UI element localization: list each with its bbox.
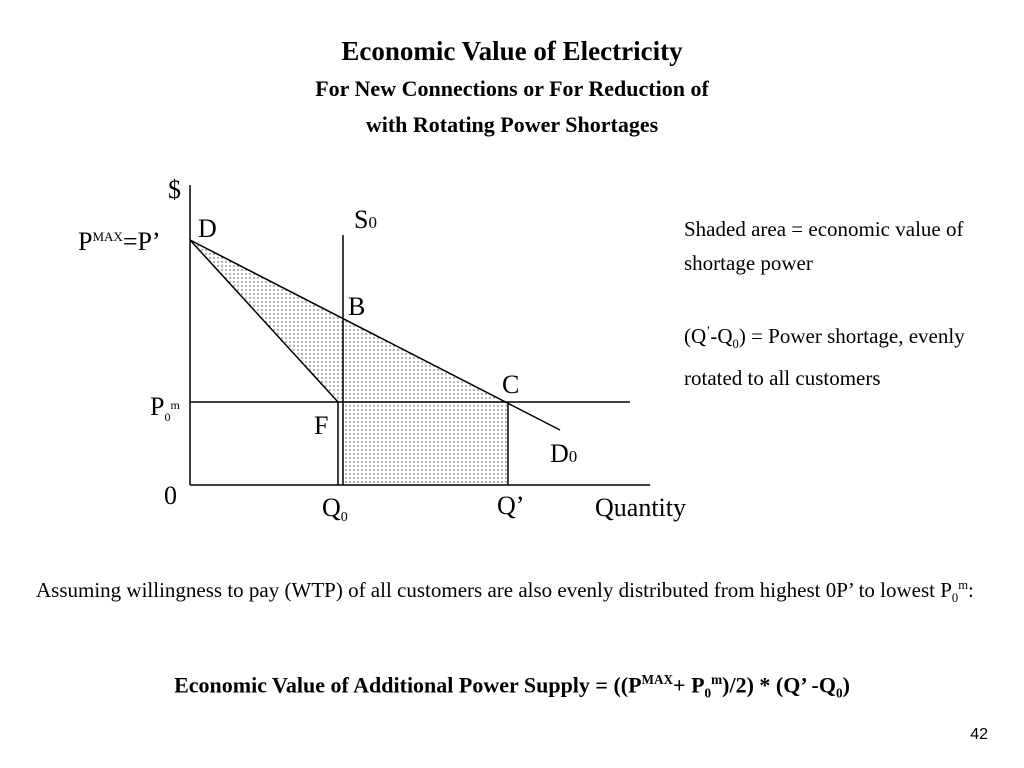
- text: -Q: [806, 672, 836, 698]
- text: :: [968, 578, 974, 602]
- page-number: 42: [970, 726, 988, 743]
- superscript: MAX: [92, 229, 123, 244]
- text: ) = Power shortage, evenly rotated to al…: [684, 324, 965, 391]
- text: P: [150, 392, 164, 421]
- origin-label: 0: [164, 481, 177, 510]
- formula: Economic Value of Additional Power Suppl…: [0, 672, 1024, 702]
- pmax-label: PMAX=P’: [78, 227, 161, 256]
- text: to lowest P: [853, 578, 952, 602]
- text: D: [550, 439, 569, 468]
- text: Assuming willingness to pay (WTP) of all…: [36, 578, 848, 602]
- text: ’: [800, 672, 807, 698]
- superscript: m: [711, 672, 723, 687]
- subscript: 0: [164, 410, 170, 424]
- supply-label: S0: [354, 205, 377, 234]
- p0m-label: P0m: [150, 392, 180, 424]
- q0-label: Q0: [322, 493, 348, 525]
- text: S: [354, 205, 368, 234]
- subscript: 0: [704, 685, 712, 701]
- y-axis-label: $: [168, 175, 181, 204]
- assumption: Assuming willingness to pay (WTP) of all…: [36, 567, 996, 616]
- point-label: C: [502, 370, 519, 399]
- subscript: 0: [368, 213, 377, 232]
- qprime-label: Q’: [497, 491, 524, 520]
- demand-line: [189, 239, 561, 431]
- point-label: F: [314, 411, 328, 440]
- note: Shaded area = economic value of shortage…: [684, 217, 964, 275]
- text: Q: [322, 493, 341, 522]
- diagram: $ D PMAX=P’ S0 B C P0m F D0 0 Q0 Q’ Quan…: [78, 175, 686, 525]
- point-label: D: [198, 214, 217, 243]
- superscript: ’: [706, 324, 711, 338]
- subscript: 0: [835, 685, 843, 701]
- note: (Q’-Q0) = Power shortage, evenly rotated…: [684, 314, 984, 395]
- subtitle: with Rotating Power Shortages: [365, 112, 659, 137]
- text: P: [78, 227, 92, 256]
- text: -Q: [710, 324, 733, 348]
- subtitle: For New Connections or For Reduction of: [315, 76, 709, 101]
- title: Economic Value of Electricity: [341, 36, 683, 66]
- subscript: 0: [569, 447, 578, 466]
- text: ’: [847, 578, 854, 602]
- shaded-rect: [343, 402, 508, 485]
- text: )/2) * (Q: [722, 672, 801, 698]
- text: =P’: [123, 227, 161, 256]
- demand-label: D0: [550, 439, 577, 468]
- x-axis-label: Quantity: [595, 493, 686, 522]
- superscript: m: [958, 578, 968, 592]
- superscript: m: [170, 398, 180, 412]
- text: (Q: [684, 324, 707, 348]
- superscript: MAX: [641, 672, 674, 687]
- subscript: 0: [951, 591, 959, 606]
- subscript: 0: [732, 337, 739, 352]
- text: ): [842, 672, 850, 698]
- point-label: B: [348, 292, 365, 321]
- subscript: 0: [341, 510, 348, 525]
- text: Economic Value of Additional Power Suppl…: [174, 672, 642, 698]
- text: + P: [673, 672, 705, 698]
- triangle-edge: [189, 239, 339, 403]
